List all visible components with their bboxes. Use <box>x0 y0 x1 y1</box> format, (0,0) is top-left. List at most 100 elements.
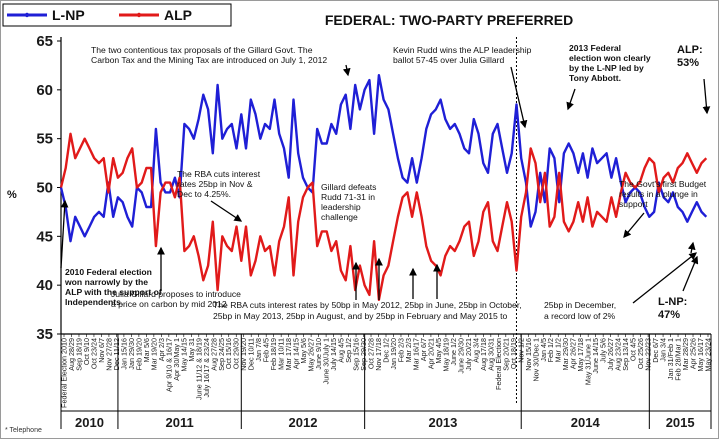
annotation-alp-final-line: 53% <box>677 57 699 69</box>
x-tick-label: May 4/5 <box>434 338 443 364</box>
annotation-first-budget-line: results in a plunge in <box>619 189 698 199</box>
x-tick-label: Aug 23/24 <box>614 338 623 371</box>
x-tick-label: July 26/27 <box>606 338 615 371</box>
x-tick-label: May 23/24 <box>704 338 713 372</box>
footnote: * Telephone <box>5 427 42 434</box>
x-tick-label: Mar 28/29 <box>681 338 690 370</box>
x-tick-label: Nov 27/28 <box>104 338 113 371</box>
x-tick-label: Sep 15/16 <box>352 338 361 371</box>
annotation-arrows <box>60 64 711 304</box>
x-tick-label: Feb 1/2 <box>546 338 555 362</box>
chart-title: FEDERAL: TWO-PARTY PREFERRED <box>325 12 573 28</box>
series-line-lnp <box>59 73 708 243</box>
annotations: The two contentious tax proposals of the… <box>64 43 707 321</box>
x-tick-label: Feb 19/20 <box>134 338 143 370</box>
x-tick-label: Aug 28/29 <box>67 338 76 371</box>
annotation-rba-2012-2013-line: The RBA cuts interest rates by 50bp in M… <box>213 300 522 310</box>
x-tick-label: Oct 9/10 <box>82 338 91 365</box>
x-tick-label: Apr 2/3 <box>157 338 166 361</box>
year-label: 2010 <box>75 415 104 430</box>
annotation-rba-cuts-2011-line: Dec to 4.25%. <box>177 189 231 199</box>
annotation-election-2010-line: won narrowly by the <box>64 277 148 287</box>
x-tick-label: Apr 26/27 <box>569 338 578 369</box>
x-tick-label: Sep 20/21 <box>501 338 510 371</box>
legend-label: ALP <box>164 7 192 23</box>
x-tick-label: Nov 19/20 <box>239 338 248 371</box>
x-tick-label: May 31 <box>187 338 196 362</box>
x-tick-label: Aug 30/31 <box>486 338 495 371</box>
x-tick-label: Jan 15/16 <box>119 338 128 370</box>
x-tick-label: Sep 13/14 <box>621 338 630 371</box>
y-tick-label: 60 <box>36 82 53 99</box>
x-tick-label: July 16/17 & 23/24 <box>202 338 211 398</box>
x-tick-label: Sep 24/25 <box>217 338 226 371</box>
x-tick-label: Feb 2/3 <box>396 338 405 362</box>
x-tick-label: Oct 23/24 <box>89 338 98 369</box>
x-tick-label: Oct 15/16 <box>224 338 233 369</box>
x-tick-label: Mar 10/11 <box>277 338 286 370</box>
x-tick-label: Federal Election 2010 <box>60 338 69 408</box>
x-tick-label: Apr 14/15 <box>292 338 301 369</box>
x-tick-label: Oct 18/19 <box>509 338 518 369</box>
x-tick-label: June 14/15 <box>591 338 600 374</box>
annotation-first-budget-line: The Govt's first Budget <box>619 179 707 189</box>
x-tick-label: Mar 17/18 <box>284 338 293 370</box>
x-tick-label: Sep 1/2 <box>344 338 353 363</box>
x-tick-label: Jan 7/8 <box>254 338 263 362</box>
x-tick-label: Dec 6/7 <box>651 338 660 363</box>
x-tick-label: Nov 30/Dec 1 <box>531 338 540 382</box>
year-label: 2012 <box>289 415 318 430</box>
annotation-gillard-defeats-rudd-line: leadership <box>321 202 361 212</box>
x-tick-label: Apr 9/10 & 16/17 <box>164 338 173 392</box>
year-labels: 2010 2011 2012 2013 2014 2015 <box>60 334 712 430</box>
x-tick-label: Oct 25/26 <box>636 338 645 369</box>
x-tick-label: Oct 4/5 <box>629 338 638 361</box>
x-tick-label: May 31/June 1 <box>584 338 593 385</box>
annotation-election-2013-line: election won clearly <box>569 53 651 63</box>
x-tick-label: May 14/15 <box>179 338 188 372</box>
x-tick-label: Mar 16/17 <box>411 338 420 370</box>
y-tick-label: 50 <box>36 180 53 197</box>
series-line-alp <box>59 132 708 301</box>
x-tick-label: Feb 4/5 <box>262 338 271 362</box>
y-tick-label: 65 <box>36 33 53 50</box>
annotation-first-budget-line: support <box>619 199 648 209</box>
x-tick-label: Jan 31/Feb 1 <box>666 338 675 380</box>
annotation-election-2013-line: Tony Abbott. <box>569 73 621 83</box>
x-tick-label: Sep 29/30 <box>359 338 368 371</box>
x-tick-label: Apr 6/7 <box>419 338 428 361</box>
x-tick-label: Nov 22/23 <box>644 338 653 371</box>
x-tick-label: May 26/27 <box>307 338 316 372</box>
annotation-election-2010-line: 2010 Federal election <box>65 267 152 277</box>
legend-box <box>2 3 232 27</box>
year-label: 2014 <box>571 415 601 430</box>
x-tick-label: June 11/12 & 18/19 <box>194 338 203 400</box>
annotation-carbon-price-line: a price on carbon by mid 2012 <box>111 299 227 309</box>
x-tick-label: Jan 4/5 <box>539 338 548 362</box>
annotation-rba-dec-line: a record low of 2% <box>544 311 616 321</box>
year-label: 2011 <box>166 415 194 430</box>
annotation-rba-cuts-2011-line: The RBA cuts interest <box>177 169 261 179</box>
x-tick-label: July 20/21 <box>464 338 473 371</box>
x-tick-label: June 9/10 <box>314 338 323 370</box>
x-tick-label: Jan 19/20 <box>389 338 398 370</box>
annotation-rba-dec-line: 25bp in December, <box>544 300 616 310</box>
x-tick-label: May 17/18 <box>576 338 585 372</box>
y-tick-label: 55 <box>36 131 53 148</box>
x-tick-label: Dec 11/12 <box>112 338 121 370</box>
legend-label: L-NP <box>52 7 85 23</box>
annotation-rudd-leadership-line: Kevin Rudd wins the ALP leadership <box>393 45 532 55</box>
x-tick-label: May 5/6 <box>299 338 308 364</box>
x-tick-label: June 1/2 <box>449 338 458 366</box>
annotation-tax-proposals-line: Carbon Tax and the Mining Tax are introd… <box>91 55 327 65</box>
x-tick-label: Mar 5/6 <box>142 338 151 362</box>
x-tick-label: Mar 29/30 <box>561 338 570 370</box>
x-tick-label: Nov 6/7 <box>97 338 106 363</box>
x-tick-label: July 5/6 <box>599 338 608 363</box>
annotation-rba-2012-2013-line: 25bp in May 2013, 25bp in August, and by… <box>213 311 508 321</box>
legend-marker <box>24 12 30 18</box>
x-tick-label: May 18/19 <box>441 338 450 372</box>
x-tick-label: Aug 4/5 <box>337 338 346 363</box>
